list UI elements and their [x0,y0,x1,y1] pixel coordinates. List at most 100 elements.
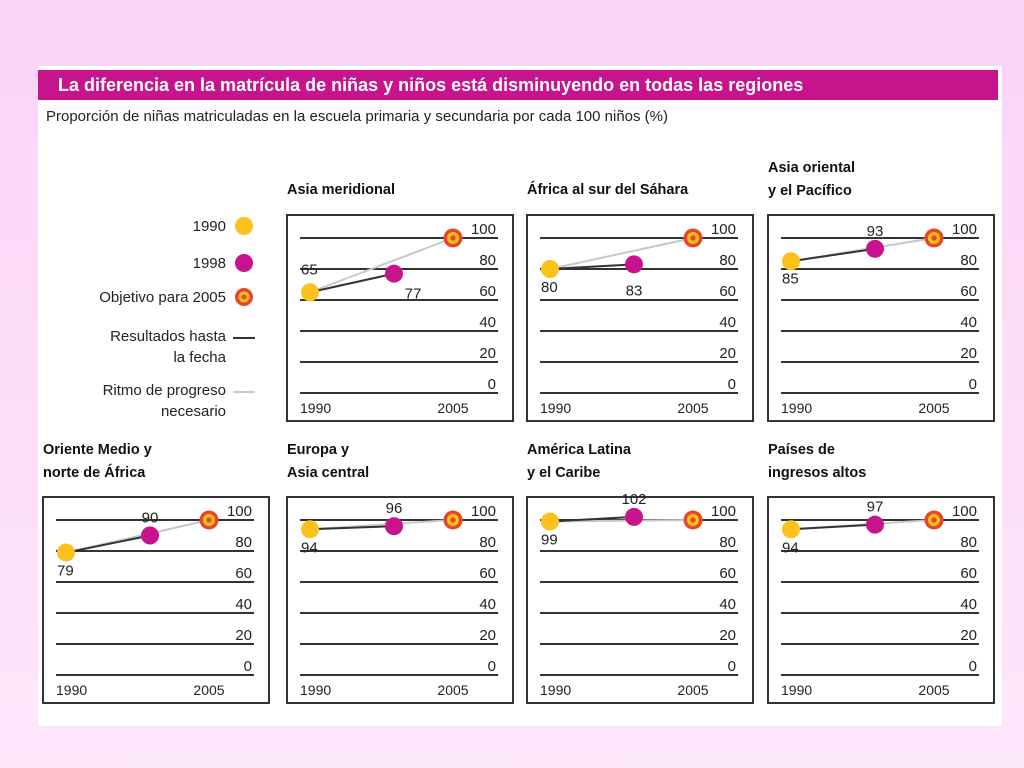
panel-frame [286,214,514,422]
legend-1998-marker [235,254,253,272]
data-label-1990: 99 [541,532,558,549]
y-tick-label: 0 [969,658,977,675]
target-2005-center [931,517,937,523]
y-tick-label: 60 [960,565,977,582]
x-tick-label: 1990 [300,682,331,698]
panel-title: Europa y Asia central [287,439,369,485]
chart-panel: 100 80 60 40 20 0 1990 2005 94 96 [286,496,514,704]
target-2005-center [450,517,456,523]
y-tick-label: 20 [235,627,252,644]
y-tick-label: 80 [719,252,736,269]
legend-target-marker [235,288,253,306]
x-tick-label: 2005 [193,682,224,698]
x-tick-label: 1990 [540,682,571,698]
y-tick-label: 100 [471,221,496,238]
y-tick-label: 40 [479,314,496,331]
data-label-1990: 94 [301,539,318,556]
x-tick-label: 2005 [677,682,708,698]
y-tick-label: 40 [235,596,252,613]
legend-results-line1: Resultados hasta [110,328,226,345]
point-1998 [385,264,403,283]
target-2005-center [690,235,696,241]
data-label-1990: 79 [57,563,74,580]
point-1990 [57,543,75,562]
y-tick-label: 40 [960,596,977,613]
results-line [549,515,635,523]
panel-title-line: Asia central [287,465,370,481]
y-tick-label: 60 [960,283,977,300]
y-tick-label: 40 [960,314,977,331]
y-tick-label: 60 [719,565,736,582]
y-tick-label: 80 [479,252,496,269]
target-2005-center [206,517,212,523]
required-progress-line [549,237,694,270]
panel-title-line: y el Caribe [527,465,601,481]
legend-1990-dot [235,217,253,235]
chart-panel: 100 80 60 40 20 0 1990 2005 85 93 [767,214,995,422]
y-tick-label: 100 [952,503,977,520]
data-label-1990: 85 [782,270,799,287]
legend-required-line2: necesario [160,403,226,420]
panel-title: Asia oriental y el Pacífico [768,157,855,203]
panel-title-line: y el Pacífico [768,183,852,199]
legend-results-swatch [233,337,255,339]
x-tick-label: 1990 [781,682,812,698]
required-progress-line [309,237,454,294]
y-tick-label: 40 [719,314,736,331]
panel-title-line: América Latina [527,442,631,458]
point-1990 [301,520,319,539]
point-1990 [301,283,319,302]
y-tick-label: 80 [719,534,736,551]
point-1990 [782,520,800,539]
legend-1990-marker [235,217,253,235]
figure: La diferencia en la matrícula de niñas y… [38,66,1002,726]
chart-title: La diferencia en la matrícula de niñas y… [38,70,998,100]
x-tick-label: 2005 [918,400,949,416]
y-tick-label: 80 [960,534,977,551]
panel-title: Asia meridional [287,179,395,202]
chart-panel: 100 80 60 40 20 0 1990 2005 94 97 [767,496,995,704]
point-1998 [625,507,643,526]
x-tick-label: 2005 [677,400,708,416]
point-1998 [866,239,884,258]
panel-title-line: Asia meridional [287,182,395,198]
y-tick-label: 60 [479,565,496,582]
point-1990 [541,512,559,531]
chart-panel: 100 80 60 40 20 0 1990 2005 65 77 [286,214,514,422]
y-tick-label: 20 [960,345,977,362]
y-tick-label: 40 [479,596,496,613]
y-tick-label: 80 [479,534,496,551]
y-tick-label: 80 [960,252,977,269]
y-tick-label: 20 [960,627,977,644]
x-tick-label: 2005 [437,400,468,416]
y-tick-label: 0 [488,658,496,675]
results-line [65,534,151,554]
y-tick-label: 100 [952,221,977,238]
data-label-1998: 90 [142,510,159,527]
panel-title-line: norte de África [43,465,146,481]
y-tick-label: 0 [244,658,252,675]
y-tick-label: 20 [479,627,496,644]
point-1998 [141,526,159,545]
results-line [549,263,635,270]
x-tick-label: 1990 [300,400,331,416]
legend-required-label: Ritmo de progreso necesario [103,380,226,422]
y-tick-label: 100 [711,503,736,520]
panel-title-line: Países de [768,442,835,458]
legend-1998-dot [235,254,253,272]
x-tick-label: 2005 [437,682,468,698]
data-label-1998: 96 [386,500,403,517]
y-tick-label: 20 [479,345,496,362]
y-tick-label: 80 [235,534,252,551]
y-tick-label: 60 [719,283,736,300]
y-tick-label: 100 [227,503,252,520]
x-tick-label: 1990 [540,400,571,416]
data-label-1998: 77 [405,286,422,303]
y-tick-label: 20 [719,345,736,362]
y-tick-label: 60 [479,283,496,300]
panel-title: América Latina y el Caribe [527,439,631,485]
chart-panel: 100 80 60 40 20 0 1990 2005 99 102 [526,491,754,704]
data-label-1998: 97 [867,499,884,516]
chart-panel: 100 80 60 40 20 0 1990 2005 80 83 [526,214,754,422]
point-1990 [782,252,800,271]
